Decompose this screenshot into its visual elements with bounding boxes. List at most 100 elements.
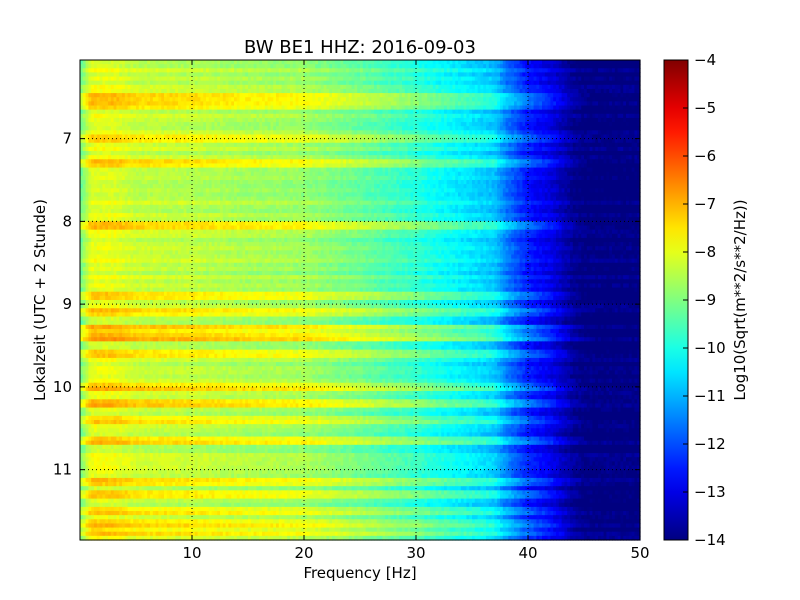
heatmap-cell: [614, 146, 619, 152]
heatmap-cell: [130, 72, 134, 78]
heatmap-cell: [138, 138, 143, 144]
heatmap-cell: [491, 97, 495, 102]
heatmap-cell: [130, 122, 134, 127]
heatmap-cell: [516, 134, 521, 140]
heatmap-cell: [564, 126, 568, 131]
heatmap-cell: [477, 134, 481, 140]
heatmap-cell: [248, 80, 252, 86]
heatmap-cell: [446, 151, 451, 156]
heatmap-cell: [259, 64, 263, 69]
heatmap-cell: [329, 93, 333, 98]
heatmap-cell: [228, 97, 232, 102]
heatmap-cell: [91, 93, 95, 98]
heatmap-cell: [595, 88, 599, 94]
heatmap-cell: [432, 146, 437, 152]
heatmap-cell: [402, 80, 406, 86]
heatmap-cell: [533, 76, 537, 82]
heatmap-cell: [220, 84, 224, 90]
heatmap-cell: [214, 151, 218, 156]
heatmap-cell: [119, 76, 123, 82]
heatmap-cell: [150, 80, 154, 86]
heatmap-cell: [533, 88, 537, 94]
heatmap-cell: [225, 97, 229, 102]
heatmap-cell: [631, 80, 635, 86]
heatmap-cell: [306, 72, 311, 78]
heatmap-cell: [334, 80, 339, 86]
heatmap-cell: [430, 84, 434, 90]
heatmap-cell: [147, 97, 151, 102]
heatmap-cell: [371, 93, 375, 98]
heatmap-cell: [628, 109, 633, 115]
heatmap-cell: [421, 80, 425, 86]
heatmap-cell: [228, 84, 232, 90]
heatmap-cell: [550, 80, 554, 86]
heatmap-cell: [424, 105, 428, 111]
heatmap-cell: [99, 64, 103, 69]
heatmap-cell: [446, 68, 451, 74]
heatmap-cell: [315, 101, 319, 107]
heatmap-cell: [595, 151, 599, 156]
heatmap-cell: [124, 155, 129, 160]
heatmap-cell: [368, 109, 372, 115]
heatmap-cell: [404, 93, 409, 98]
heatmap-cell: [158, 117, 162, 123]
heatmap-cell: [161, 117, 165, 123]
heatmap-cell: [301, 134, 305, 140]
heatmap-cell: [290, 146, 294, 152]
heatmap-cell: [435, 84, 439, 90]
heatmap-cell: [192, 76, 196, 82]
heatmap-cell: [236, 84, 241, 90]
heatmap-cell: [547, 76, 551, 82]
heatmap-cell: [155, 122, 159, 127]
heatmap-cell: [164, 84, 168, 90]
heatmap-cell: [211, 68, 215, 74]
heatmap-cell: [570, 138, 574, 144]
heatmap-cell: [505, 93, 509, 98]
heatmap-cell: [592, 97, 596, 102]
heatmap-cell: [334, 113, 339, 119]
heatmap-cell: [281, 72, 285, 78]
heatmap-cell: [298, 122, 302, 127]
heatmap-cell: [550, 72, 554, 78]
heatmap-cell: [460, 60, 465, 65]
heatmap-cell: [152, 113, 157, 119]
heatmap-cell: [250, 138, 255, 144]
heatmap-cell: [578, 60, 582, 65]
heatmap-cell: [220, 134, 224, 140]
heatmap-cell: [550, 130, 554, 136]
heatmap-cell: [337, 117, 341, 123]
heatmap-cell: [312, 84, 316, 90]
heatmap-cell: [586, 138, 591, 144]
heatmap-cell: [234, 93, 238, 98]
heatmap-cell: [306, 109, 311, 115]
heatmap-cell: [382, 88, 386, 94]
heatmap-cell: [480, 76, 484, 82]
heatmap-cell: [502, 105, 507, 111]
heatmap-cell: [96, 60, 101, 65]
heatmap-cell: [264, 117, 269, 123]
heatmap-cell: [382, 138, 386, 144]
heatmap-cell: [497, 138, 501, 144]
heatmap-cell: [570, 117, 574, 123]
heatmap-cell: [152, 134, 157, 140]
heatmap-cell: [197, 72, 201, 78]
heatmap-cell: [231, 84, 235, 90]
heatmap-cell: [119, 109, 123, 115]
heatmap-cell: [357, 126, 361, 131]
heatmap-cell: [292, 126, 297, 131]
heatmap-cell: [357, 130, 361, 136]
heatmap-cell: [474, 146, 479, 152]
heatmap-cell: [606, 84, 610, 90]
heatmap-cell: [449, 105, 453, 111]
heatmap-cell: [466, 122, 470, 127]
heatmap-cell: [124, 97, 129, 102]
heatmap-cell: [211, 130, 215, 136]
heatmap-cell: [130, 60, 134, 65]
heatmap-cell: [614, 84, 619, 90]
heatmap-cell: [416, 146, 420, 152]
heatmap-cell: [379, 76, 383, 82]
heatmap-cell: [463, 88, 467, 94]
heatmap-cell: [469, 60, 473, 65]
heatmap-cell: [248, 88, 252, 94]
heatmap-cell: [340, 93, 344, 98]
